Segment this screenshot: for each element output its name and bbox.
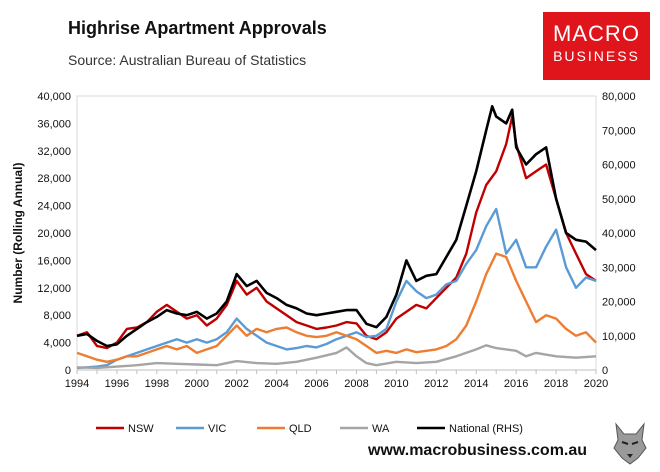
logo-line2: BUSINESS <box>553 48 640 64</box>
series-line-national-rhs <box>76 105 597 348</box>
legend-label-nsw: NSW <box>128 423 154 435</box>
x-tick-label: 2016 <box>504 378 528 390</box>
legend-label-wa: WA <box>372 423 390 435</box>
y-left-tick-label: 36,000 <box>37 118 71 130</box>
y-right-tick-label: 30,000 <box>602 262 636 274</box>
x-tick-label: 1994 <box>65 378 89 390</box>
y-left-tick-label: 16,000 <box>37 255 71 267</box>
y-right-tick-label: 60,000 <box>602 160 636 172</box>
legend-label-qld: QLD <box>289 423 312 435</box>
y-left-tick-label: 4,000 <box>43 338 71 350</box>
wolf-logo-icon <box>610 418 650 466</box>
y-right-tick-label: 0 <box>602 365 608 377</box>
x-tick-label: 2006 <box>304 378 328 390</box>
logo-line1: MACRO <box>553 21 640 46</box>
x-tick-label: 2018 <box>544 378 568 390</box>
x-tick-label: 2010 <box>384 378 408 390</box>
x-tick-label: 2000 <box>185 378 209 390</box>
y-right-tick-label: 80,000 <box>602 91 636 103</box>
macrobusiness-logo[interactable]: MACRO BUSINESS <box>543 12 650 80</box>
plot-area <box>76 95 597 371</box>
y-left-tick-label: 8,000 <box>43 310 71 322</box>
y-right-tick-label: 70,000 <box>602 125 636 137</box>
x-tick-label: 2014 <box>464 378 488 390</box>
y-right-tick-label: 10,000 <box>602 331 636 343</box>
legend-label-national-rhs: National (RHS) <box>449 423 523 435</box>
y-left-tick-label: 32,000 <box>37 146 71 158</box>
website-link[interactable]: www.macrobusiness.com.au <box>368 442 588 459</box>
y-left-tick-label: 0 <box>65 365 71 377</box>
y-left-tick-label: 28,000 <box>37 173 71 185</box>
y-left-tick-label: 20,000 <box>37 228 71 240</box>
x-tick-label: 2004 <box>264 378 288 390</box>
legend-label-vic: VIC <box>208 423 226 435</box>
x-tick-label: 1998 <box>145 378 169 390</box>
y-left-tick-label: 24,000 <box>37 201 71 213</box>
y-left-tick-label: 40,000 <box>37 91 71 103</box>
y-axis-label: Number (Rolling Annual) <box>11 163 25 304</box>
series-line-qld <box>76 252 597 363</box>
y-right-tick-label: 20,000 <box>602 297 636 309</box>
x-tick-label: 2012 <box>424 378 448 390</box>
y-right-tick-label: 50,000 <box>602 194 636 206</box>
x-tick-label: 2020 <box>584 378 608 390</box>
chart-title: Highrise Apartment Approvals <box>68 18 327 38</box>
x-tick-label: 2002 <box>224 378 248 390</box>
series-line-wa <box>76 344 597 370</box>
chart-source: Source: Australian Bureau of Statistics <box>68 52 307 68</box>
y-left-tick-label: 12,000 <box>37 283 71 295</box>
series-line-vic <box>76 207 597 370</box>
y-right-tick-label: 40,000 <box>602 228 636 240</box>
x-tick-label: 2008 <box>344 378 368 390</box>
x-tick-label: 1996 <box>105 378 129 390</box>
